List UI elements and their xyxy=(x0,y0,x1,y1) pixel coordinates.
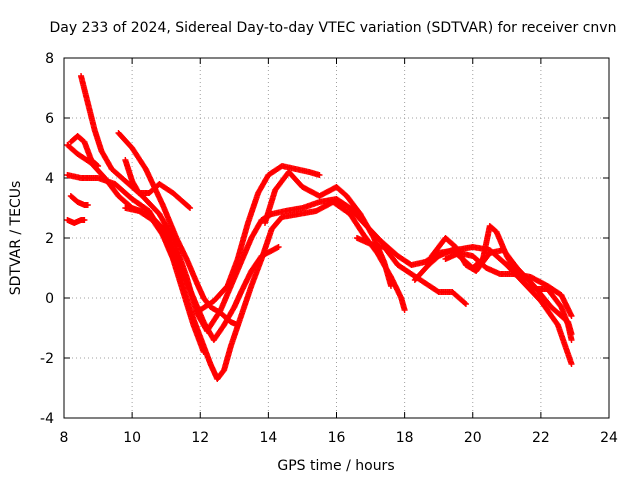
data-point xyxy=(568,331,575,337)
x-axis-label: GPS time / hours xyxy=(277,458,394,474)
y-tick-label: 6 xyxy=(45,111,54,127)
series-track-12 xyxy=(67,193,91,208)
series-track-14 xyxy=(67,133,102,169)
data-point xyxy=(275,244,282,250)
series-track-7 xyxy=(261,169,394,289)
y-tick-label: 8 xyxy=(45,51,54,67)
x-tick-label: 18 xyxy=(396,430,414,446)
data-point xyxy=(316,172,323,178)
data-point xyxy=(568,361,575,367)
x-tick-label: 24 xyxy=(600,430,618,446)
series-track-13 xyxy=(64,217,88,226)
y-tick-label: 2 xyxy=(45,231,54,247)
data-point xyxy=(461,300,468,307)
y-tick-label: -2 xyxy=(40,351,54,367)
y-tick-label: 0 xyxy=(45,291,54,307)
x-tick-label: 16 xyxy=(328,430,346,446)
y-axis-label: SDTVAR / TECUs xyxy=(8,181,24,296)
x-tick-label: 10 xyxy=(123,430,141,446)
data-point xyxy=(401,307,408,313)
grid xyxy=(64,58,609,418)
data-point xyxy=(187,205,194,211)
plot-frame xyxy=(63,57,610,419)
series-track-4 xyxy=(115,130,241,328)
data-point xyxy=(94,162,101,169)
data-point xyxy=(462,301,469,307)
series-track-6 xyxy=(197,163,323,313)
chart-title: Day 233 of 2024, Sidereal Day-to-day VTE… xyxy=(50,20,617,36)
series-track-11 xyxy=(442,250,575,319)
data-points xyxy=(64,73,575,382)
series-track-5 xyxy=(122,157,194,211)
x-tick-label: 12 xyxy=(191,430,209,446)
data-point xyxy=(95,163,102,169)
data-point xyxy=(568,337,575,343)
y-tick-label: 4 xyxy=(45,171,54,187)
x-tick-label: 22 xyxy=(532,430,550,446)
data-point xyxy=(388,283,394,289)
y-tick-label: -4 xyxy=(40,411,54,427)
data-point xyxy=(200,349,207,355)
series-track-15 xyxy=(122,205,207,355)
series-track-9 xyxy=(411,223,575,343)
x-tick-label: 14 xyxy=(259,430,277,446)
data-point xyxy=(186,204,193,211)
x-tick-label: 20 xyxy=(464,430,482,446)
data-point xyxy=(81,217,88,223)
data-point xyxy=(84,202,91,208)
data-point xyxy=(568,313,575,319)
x-tick-label: 8 xyxy=(60,430,69,446)
data-point xyxy=(234,322,241,328)
